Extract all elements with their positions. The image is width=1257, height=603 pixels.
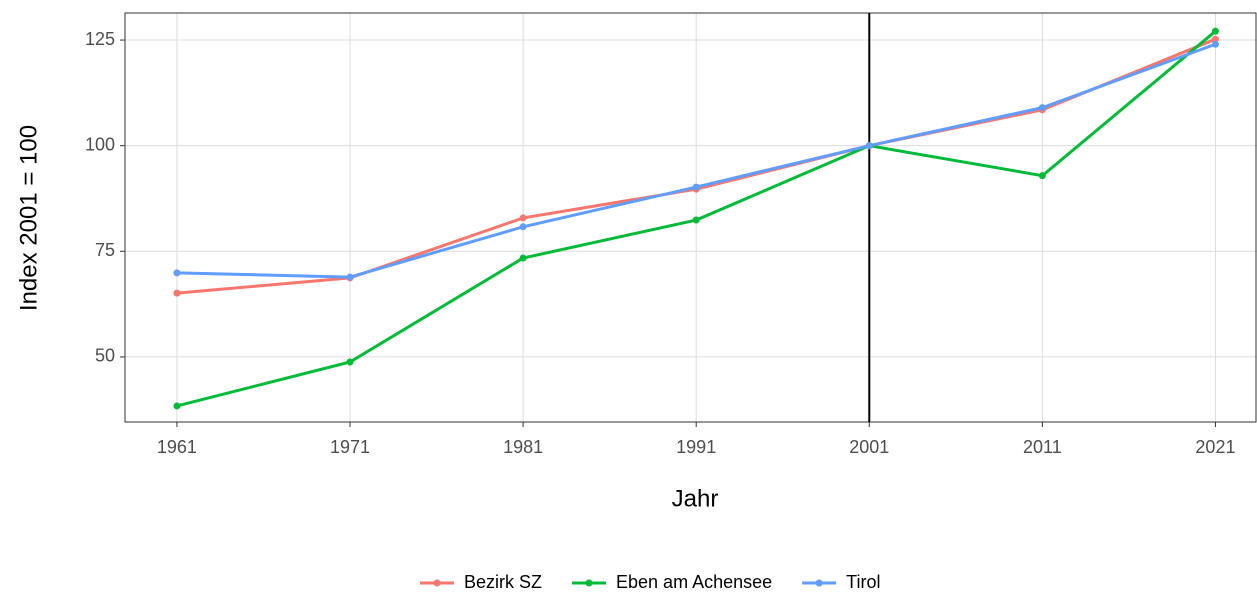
x-tick-label: 1961 bbox=[157, 437, 197, 457]
data-point bbox=[692, 183, 700, 191]
legend-label: Tirol bbox=[846, 572, 880, 592]
data-point bbox=[173, 269, 181, 277]
data-point bbox=[1211, 27, 1219, 35]
data-point bbox=[865, 142, 873, 150]
data-point bbox=[1211, 35, 1219, 43]
data-point bbox=[346, 273, 354, 281]
legend-key-point bbox=[433, 579, 441, 587]
data-point bbox=[173, 402, 181, 410]
data-point bbox=[519, 254, 527, 262]
y-tick-label: 125 bbox=[85, 29, 115, 49]
y-tick-label: 100 bbox=[85, 134, 115, 154]
x-axis-title: Jahr bbox=[672, 485, 719, 512]
y-tick-label: 50 bbox=[95, 346, 115, 366]
legend-key-point bbox=[815, 579, 823, 587]
data-point bbox=[692, 216, 700, 224]
legend-key-point bbox=[585, 579, 593, 587]
data-point bbox=[173, 289, 181, 297]
x-tick-label: 1991 bbox=[676, 437, 716, 457]
y-tick-label: 75 bbox=[95, 240, 115, 260]
data-point bbox=[1038, 172, 1046, 180]
plot-border bbox=[124, 12, 1257, 423]
data-point bbox=[1038, 104, 1046, 112]
x-tick-label: 2001 bbox=[849, 437, 889, 457]
data-point bbox=[519, 223, 527, 231]
data-point bbox=[346, 358, 354, 366]
legend-label: Eben am Achensee bbox=[616, 572, 772, 592]
x-tick-label: 1971 bbox=[330, 437, 370, 457]
legend-label: Bezirk SZ bbox=[464, 572, 542, 592]
data-point bbox=[1211, 40, 1219, 48]
data-point bbox=[519, 214, 527, 222]
x-tick-label: 2021 bbox=[1195, 437, 1235, 457]
x-tick-label: 2011 bbox=[1023, 437, 1062, 457]
x-tick-label: 1981 bbox=[503, 437, 543, 457]
y-axis-title: Index 2001 = 100 bbox=[15, 125, 42, 311]
